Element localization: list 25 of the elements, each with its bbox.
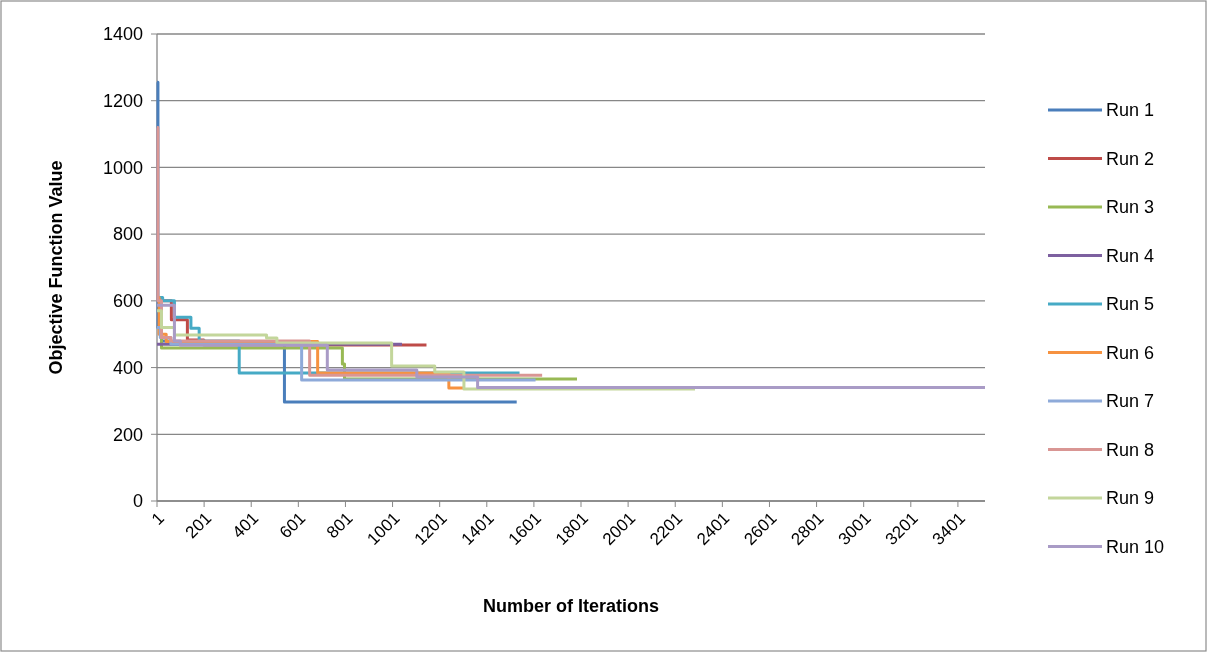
x-axis-title: Number of Iterations bbox=[482, 596, 660, 616]
y-tick-label: 600 bbox=[112, 291, 143, 312]
legend-label: Run 1 bbox=[1106, 100, 1155, 121]
y-tick-label: 200 bbox=[112, 424, 143, 445]
legend-label: Run 6 bbox=[1106, 342, 1155, 363]
legend-label: Run 5 bbox=[1106, 294, 1155, 315]
y-tick-label: 0 bbox=[132, 491, 143, 512]
legend-label: Run 2 bbox=[1106, 148, 1155, 169]
legend-label: Run 8 bbox=[1106, 439, 1155, 460]
y-tick-label: 400 bbox=[112, 357, 143, 378]
x-tick-label: 601 bbox=[275, 508, 310, 543]
x-tick-label: 801 bbox=[322, 508, 357, 543]
legend-label: Run 10 bbox=[1106, 536, 1165, 557]
x-tick-label: 401 bbox=[228, 508, 263, 543]
legend-label: Run 4 bbox=[1106, 245, 1155, 266]
y-tick-label: 1200 bbox=[102, 91, 143, 112]
legend-label: Run 7 bbox=[1106, 391, 1155, 412]
x-tick-label: 1 bbox=[147, 508, 169, 529]
y-tick-label: 1400 bbox=[102, 24, 143, 45]
legend-label: Run 3 bbox=[1106, 197, 1155, 218]
y-axis-title: Objective Function Value bbox=[46, 160, 66, 375]
legend-label: Run 9 bbox=[1106, 488, 1155, 509]
y-tick-label: 1000 bbox=[102, 157, 143, 178]
y-tick-label: 800 bbox=[112, 224, 143, 245]
x-tick-label: 201 bbox=[181, 508, 216, 543]
